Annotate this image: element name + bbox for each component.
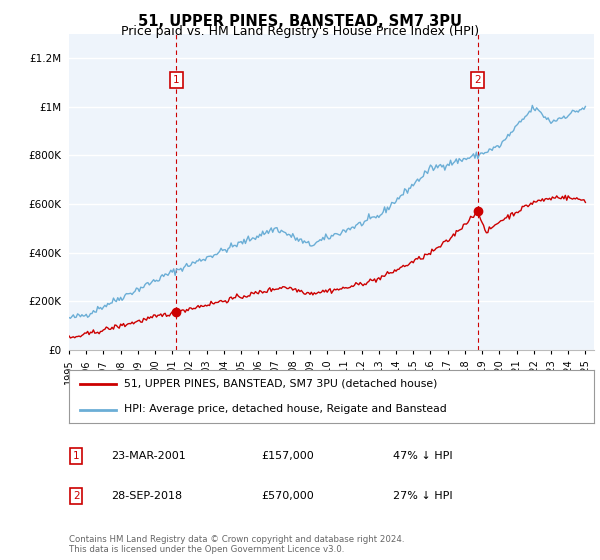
Text: 2: 2 <box>475 75 481 85</box>
Text: 1: 1 <box>73 451 80 461</box>
Text: Price paid vs. HM Land Registry's House Price Index (HPI): Price paid vs. HM Land Registry's House … <box>121 25 479 38</box>
Text: HPI: Average price, detached house, Reigate and Banstead: HPI: Average price, detached house, Reig… <box>124 404 447 414</box>
Text: 1: 1 <box>173 75 179 85</box>
Text: Contains HM Land Registry data © Crown copyright and database right 2024.
This d: Contains HM Land Registry data © Crown c… <box>69 535 404 554</box>
Text: 2: 2 <box>73 491 80 501</box>
Text: £570,000: £570,000 <box>261 491 314 501</box>
Text: 51, UPPER PINES, BANSTEAD, SM7 3PU: 51, UPPER PINES, BANSTEAD, SM7 3PU <box>138 14 462 29</box>
Text: 47% ↓ HPI: 47% ↓ HPI <box>393 451 452 461</box>
Text: 27% ↓ HPI: 27% ↓ HPI <box>393 491 452 501</box>
Text: 23-MAR-2001: 23-MAR-2001 <box>111 451 186 461</box>
Text: 28-SEP-2018: 28-SEP-2018 <box>111 491 182 501</box>
Text: 51, UPPER PINES, BANSTEAD, SM7 3PU (detached house): 51, UPPER PINES, BANSTEAD, SM7 3PU (deta… <box>124 379 437 389</box>
Text: £157,000: £157,000 <box>261 451 314 461</box>
